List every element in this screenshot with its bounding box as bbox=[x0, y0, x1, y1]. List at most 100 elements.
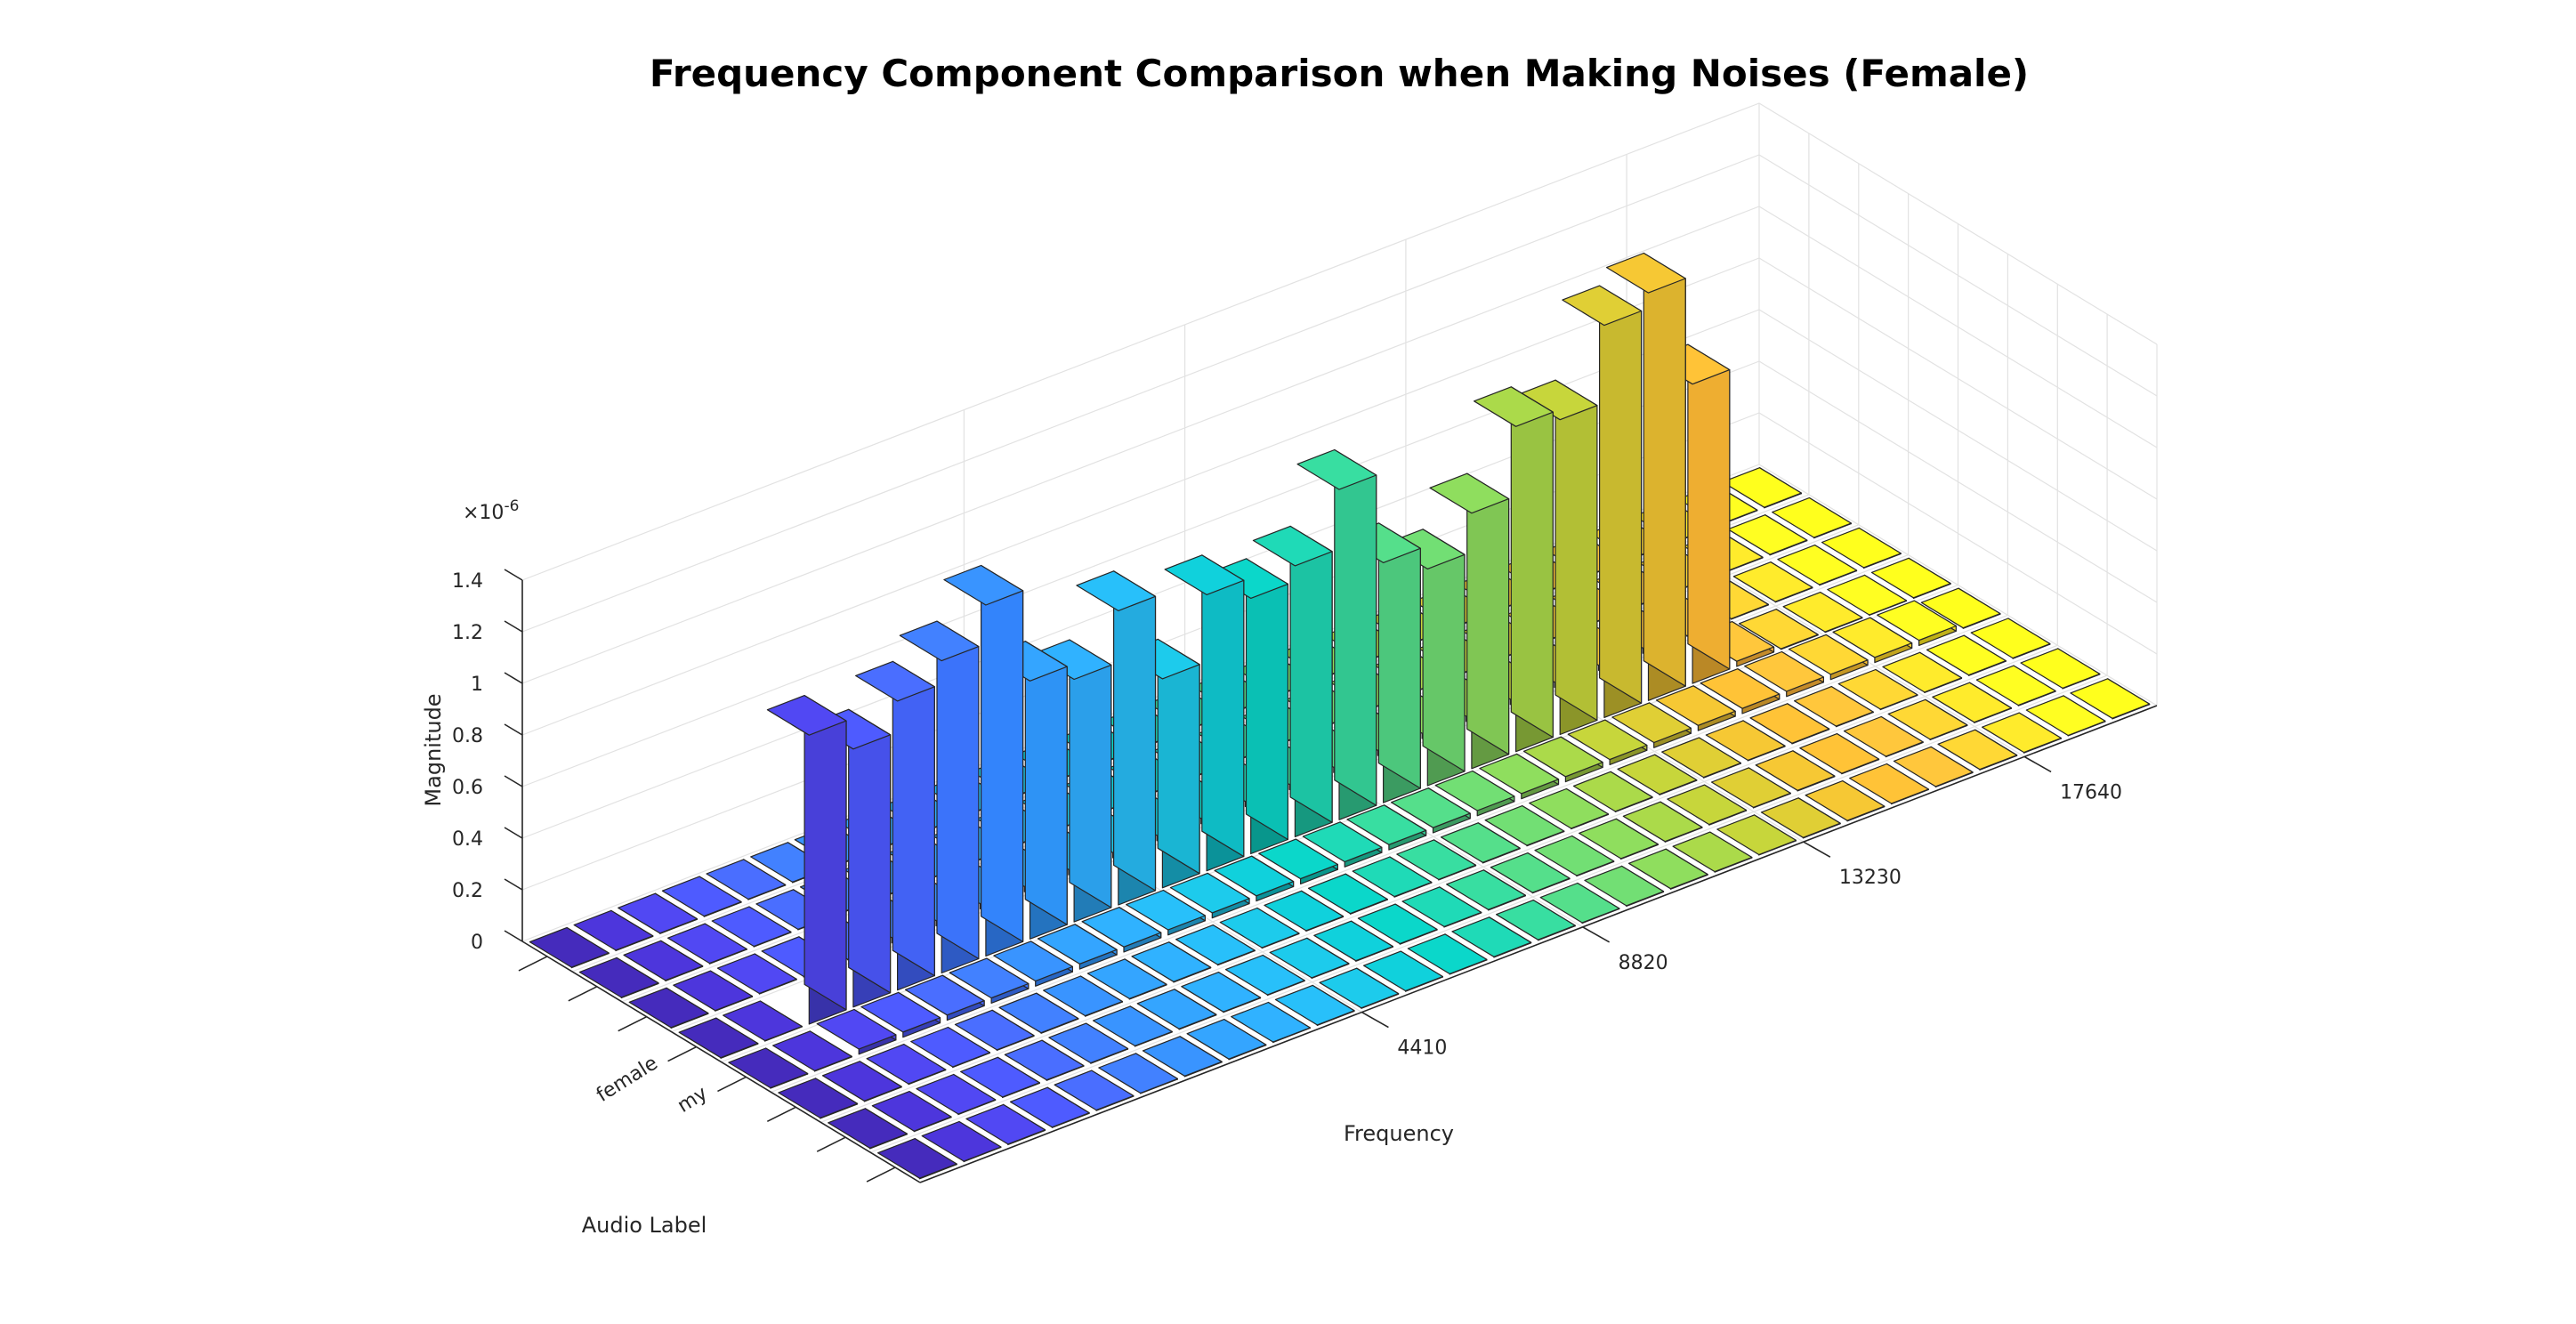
bar bbox=[1048, 1022, 1129, 1064]
bar bbox=[1738, 609, 1819, 650]
bar bbox=[1434, 770, 1515, 817]
bar bbox=[1086, 958, 1167, 1000]
y-axis-line bbox=[521, 941, 921, 1183]
bar bbox=[1390, 787, 1471, 834]
bar bbox=[1231, 1001, 1311, 1044]
bar bbox=[1352, 856, 1433, 898]
bar bbox=[2070, 678, 2151, 720]
bar bbox=[1401, 886, 1482, 928]
bar bbox=[1362, 950, 1443, 992]
y-gridline bbox=[869, 314, 2108, 1153]
bar bbox=[1004, 1039, 1085, 1081]
bar bbox=[1319, 967, 1400, 1009]
z-tick-mark bbox=[504, 827, 523, 839]
bar bbox=[666, 923, 747, 965]
z-tick-mark bbox=[504, 775, 523, 787]
bar bbox=[1562, 285, 1643, 719]
bar bbox=[1214, 855, 1295, 902]
z-tick-label: 0.4 bbox=[452, 828, 483, 851]
z-exponent-base: ×10 bbox=[463, 502, 504, 524]
bar bbox=[1517, 379, 1598, 736]
bar bbox=[1920, 587, 2001, 629]
bar bbox=[1926, 634, 2007, 676]
y-tick-label: my bbox=[674, 1082, 711, 1117]
bar bbox=[871, 1090, 952, 1133]
x-tick-label: 4410 bbox=[1397, 1037, 1447, 1060]
bar bbox=[1705, 720, 1786, 762]
bar bbox=[706, 859, 787, 900]
z-tick-mark bbox=[504, 569, 523, 581]
z-tick-label: 1.2 bbox=[452, 622, 483, 644]
bar bbox=[2020, 648, 2101, 690]
y-gridline bbox=[820, 284, 2058, 1123]
bar bbox=[1578, 818, 1659, 860]
bar bbox=[954, 1009, 1035, 1052]
bar bbox=[1661, 737, 1741, 779]
bar bbox=[1126, 889, 1207, 936]
bar bbox=[854, 660, 935, 991]
bar bbox=[723, 1000, 803, 1042]
bar bbox=[1572, 771, 1653, 813]
bar bbox=[910, 1026, 991, 1069]
bar bbox=[673, 970, 754, 1012]
bar bbox=[1539, 882, 1620, 924]
bar bbox=[821, 1061, 902, 1102]
bar bbox=[1567, 719, 1648, 766]
z-tick-label: 0.2 bbox=[452, 880, 483, 902]
bar bbox=[959, 1056, 1040, 1099]
bar bbox=[1009, 1086, 1090, 1128]
x-tick-mark bbox=[2023, 755, 2052, 773]
bar bbox=[1970, 618, 2051, 659]
bar bbox=[1484, 804, 1565, 847]
bar bbox=[965, 1103, 1046, 1146]
bar bbox=[1777, 544, 1858, 586]
z-exponent-power: -6 bbox=[504, 497, 519, 515]
bar bbox=[1274, 984, 1355, 1027]
bar bbox=[1269, 937, 1350, 980]
bar bbox=[1252, 525, 1333, 838]
bar bbox=[1357, 903, 1438, 945]
bar bbox=[1732, 561, 1813, 603]
bar bbox=[1975, 665, 2056, 706]
bar bbox=[1219, 907, 1300, 949]
bar bbox=[1584, 865, 1665, 908]
bar bbox=[921, 1120, 1002, 1163]
bar bbox=[1655, 685, 1736, 731]
bar bbox=[1264, 890, 1345, 932]
bar bbox=[1827, 574, 1907, 617]
bar bbox=[1522, 736, 1603, 783]
bar bbox=[1849, 763, 1929, 805]
bar bbox=[1821, 527, 1902, 569]
bar bbox=[771, 1030, 852, 1072]
bar bbox=[1529, 787, 1610, 830]
bar bbox=[1793, 685, 1874, 728]
bar bbox=[1446, 869, 1526, 911]
x-tick-mark bbox=[1803, 841, 1831, 858]
bar bbox=[1092, 1005, 1173, 1047]
bar bbox=[860, 991, 941, 1038]
bar bbox=[1887, 698, 1968, 741]
bar bbox=[1098, 1053, 1179, 1094]
bar bbox=[1611, 702, 1692, 748]
bar bbox=[1882, 651, 1963, 694]
bar bbox=[1622, 801, 1703, 843]
y-tick-mark bbox=[667, 1045, 697, 1062]
bar bbox=[1136, 989, 1217, 1030]
x-tick-label: 17640 bbox=[2060, 781, 2122, 803]
bar bbox=[1031, 639, 1112, 923]
bar bbox=[998, 992, 1079, 1034]
y-tick-mark bbox=[866, 1167, 896, 1183]
bar bbox=[578, 957, 659, 999]
z-tick-label: 1 bbox=[471, 674, 483, 696]
bar bbox=[1617, 754, 1698, 795]
bar bbox=[1749, 703, 1830, 745]
z-tick-mark bbox=[504, 878, 523, 891]
bar bbox=[866, 1043, 947, 1086]
z-axis-label: Magnitude bbox=[421, 693, 446, 806]
z-tick-label: 0 bbox=[471, 932, 483, 954]
bar bbox=[1627, 848, 1708, 890]
bar bbox=[1843, 715, 1924, 758]
bar bbox=[1716, 814, 1797, 856]
bar bbox=[2025, 695, 2106, 737]
bar bbox=[943, 564, 1024, 957]
